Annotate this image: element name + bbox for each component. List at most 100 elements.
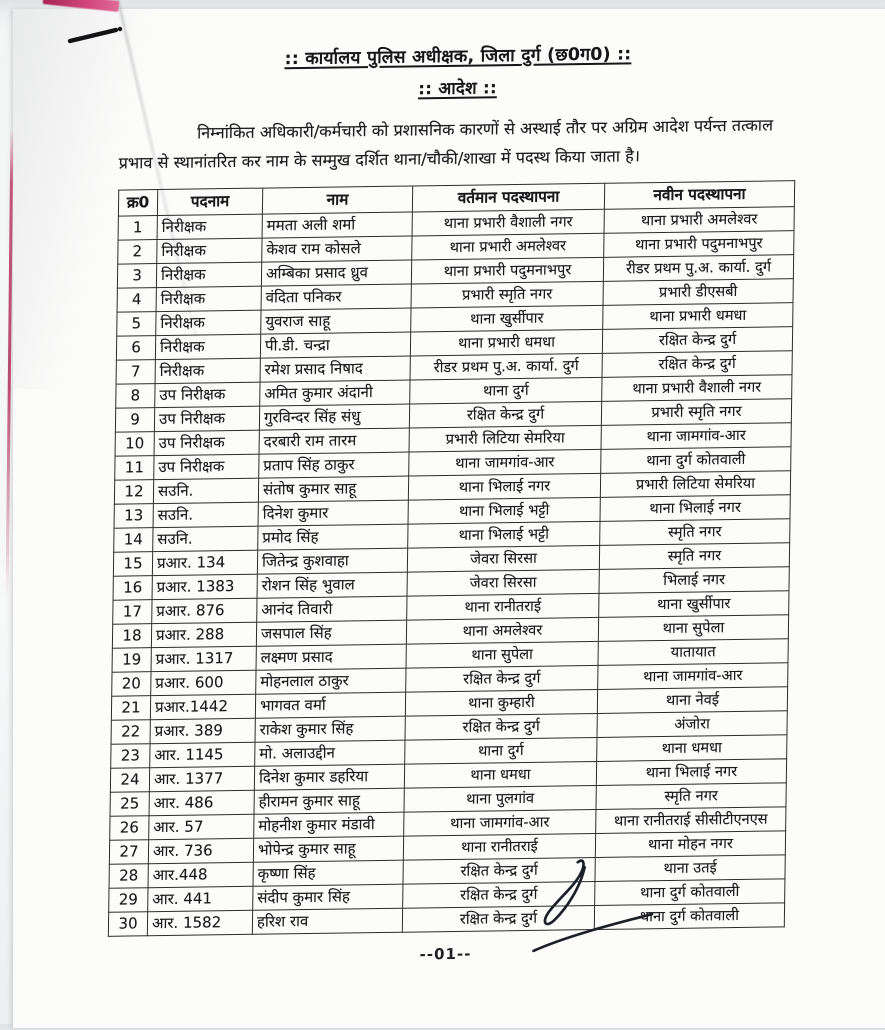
new-posting-cell: थाना नेवई (597, 686, 788, 714)
current-posting-cell: थाना दुर्ग (404, 737, 597, 764)
current-posting-cell: प्रभारी स्मृति नगर (411, 280, 604, 308)
serial-cell: 7 (116, 359, 156, 384)
designation-cell: उप निरीक्षक (154, 429, 260, 456)
serial-cell: 21 (111, 695, 151, 720)
col-header-designation: पदनाम (157, 187, 263, 216)
name-cell: ममता अली शर्मा (262, 211, 413, 238)
serial-cell: 27 (109, 839, 149, 864)
signature-mark (532, 859, 654, 953)
designation-cell: आर. 1582 (147, 909, 253, 936)
office-title: :: कार्यालय पुलिस अधीक्षक, जिला दुर्ग (छ… (284, 44, 632, 70)
name-cell: युवराज साहू (260, 307, 412, 334)
name-cell: गुरविन्दर सिंह संधु (259, 403, 410, 430)
serial-cell: 30 (108, 911, 148, 936)
designation-cell: आर. 1377 (149, 765, 255, 792)
serial-cell: 18 (112, 623, 152, 648)
new-posting-cell: स्मृति नगर (595, 782, 787, 810)
current-posting-cell: रक्षित केन्द्र दुर्ग (405, 665, 598, 692)
name-cell: कृष्णा सिंह (253, 859, 404, 886)
col-header-new-posting: नवीन पदस्थापना (604, 180, 795, 209)
designation-cell: उप निरीक्षक (153, 453, 260, 480)
current-posting-cell: जेवरा सिरसा (407, 545, 600, 572)
current-posting-cell: जेवरा सिरसा (407, 569, 600, 596)
new-posting-cell: अंजोरा (596, 710, 788, 738)
new-posting-cell: रक्षित केन्द्र दुर्ग (602, 350, 793, 378)
name-cell: अमित कुमार अंदानी (259, 379, 411, 406)
new-posting-cell: थाना खुर्सीपार (598, 590, 789, 618)
serial-cell: 25 (110, 791, 150, 816)
serial-cell: 16 (113, 575, 153, 600)
current-posting-cell: थाना रानीतराई (406, 593, 599, 620)
designation-cell: आर. 57 (148, 813, 255, 840)
order-heading: :: आदेश :: (418, 78, 498, 100)
name-cell: प्रमोद सिंह (257, 523, 409, 550)
new-posting-cell: थाना भिलाई नगर (600, 494, 791, 522)
name-cell: संदीप कुमार सिंह (252, 883, 403, 910)
new-posting-cell: प्रभारी लिटिया सेमरिया (600, 470, 791, 498)
new-posting-cell: स्मृति नगर (599, 542, 790, 570)
current-posting-cell: थाना प्रभारी अमलेश्वर (411, 232, 605, 260)
current-posting-cell: थाना प्रभारी वैशाली नगर (412, 208, 605, 236)
current-posting-cell: थाना जामगांव-आर (408, 449, 602, 476)
serial-cell: 23 (110, 743, 151, 768)
current-posting-cell: थाना सुपेला (406, 641, 599, 668)
serial-cell: 10 (115, 431, 155, 456)
new-posting-cell: स्मृति नगर (599, 518, 790, 546)
name-cell: मोहनलाल ठाकुर (255, 667, 407, 694)
name-cell: हीरामन कुमार साहू (254, 787, 405, 814)
serial-cell: 6 (116, 335, 156, 360)
pen-stroke-mark (67, 26, 123, 44)
col-header-current-posting: वर्तमान पदस्थापना (412, 182, 605, 212)
transfer-table: क्र0 पदनाम नाम वर्तमान पदस्थापना नवीन पद… (108, 180, 795, 937)
new-posting-cell: थाना प्रभारी धमधा (602, 302, 793, 330)
current-posting-cell: रक्षित केन्द्र दुर्ग (405, 713, 598, 740)
new-posting-cell: थाना प्रभारी पदुमनाभपुर (603, 230, 795, 257)
new-posting-cell: भिलाई नगर (598, 566, 790, 594)
new-posting-cell: रीडर प्रथम पु.अ. कार्या. दुर्ग (603, 254, 794, 281)
page-sheet (13, 9, 885, 1028)
designation-cell: निरीक्षक (157, 213, 263, 240)
designation-cell: प्रआर. 134 (152, 549, 258, 576)
new-posting-cell: यातायात (597, 638, 789, 666)
serial-cell: 3 (117, 263, 157, 288)
designation-cell: उप निरीक्षक (154, 381, 261, 408)
current-posting-cell: रीडर प्रथम पु.अ. कार्या. दुर्ग (410, 353, 603, 380)
name-cell: भोपेन्द्र कुमार साहू (253, 835, 404, 862)
current-posting-cell: थाना खुर्सीपार (410, 304, 604, 332)
serial-cell: 24 (110, 767, 150, 792)
new-posting-cell: थाना रानीतराई सीसीटीएनएस (595, 806, 786, 834)
new-posting-cell: रक्षित केन्द्र दुर्ग (602, 326, 793, 354)
name-cell: जसपाल सिंह (256, 619, 407, 646)
name-cell: मोहनीश कुमार मंडावी (253, 811, 404, 838)
current-posting-cell: थाना भिलाई नगर (408, 473, 601, 500)
designation-cell: प्रआर. 1383 (152, 573, 258, 600)
designation-cell: निरीक्षक (156, 261, 262, 288)
current-posting-cell: रक्षित केन्द्र दुर्ग (409, 401, 602, 428)
new-posting-cell: प्रभारी स्मृति नगर (601, 398, 792, 426)
name-cell: रोशन सिंह भुवाल (257, 571, 408, 598)
new-posting-cell: थाना धमधा (596, 734, 787, 762)
designation-cell: प्रआर. 876 (151, 597, 258, 624)
designation-cell: निरीक्षक (156, 285, 262, 312)
serial-cell: 15 (113, 551, 153, 576)
name-cell: लक्ष्मण प्रसाद (256, 643, 407, 670)
current-posting-cell: थाना जामगांव-आर (403, 809, 596, 836)
designation-cell: निरीक्षक (155, 333, 261, 360)
name-cell: प्रताप सिंह ठाकुर (258, 451, 410, 478)
current-posting-cell: थाना धमधा (404, 761, 597, 788)
designation-cell: आर. 1145 (149, 741, 256, 768)
designation-cell: आर.448 (148, 861, 254, 888)
name-cell: पी.डी. चन्द्रा (260, 331, 411, 358)
page-number: --01-- (419, 944, 472, 964)
designation-cell: निरीक्षक (155, 357, 261, 384)
new-posting-cell: प्रभारी डीएसबी (603, 278, 794, 305)
designation-cell: सउनि. (152, 525, 259, 552)
col-header-serial: क्र0 (118, 189, 158, 216)
designation-cell: आर. 441 (147, 885, 254, 912)
serial-cell: 19 (112, 647, 152, 672)
current-posting-cell: थाना भिलाई भट्टी (407, 521, 601, 548)
name-cell: रमेश प्रसाद निषाद (260, 355, 411, 382)
name-cell: आनंद तिवारी (256, 595, 408, 622)
